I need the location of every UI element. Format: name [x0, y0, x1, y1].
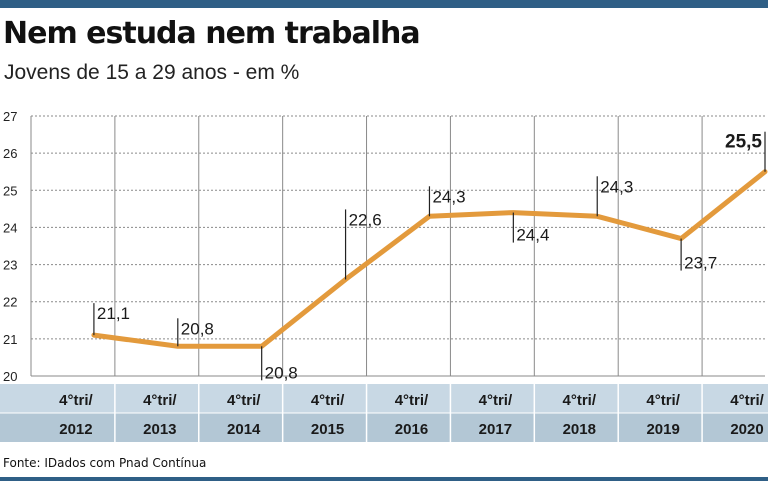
x-tick-label: 2019: [646, 421, 679, 438]
data-label: 25,5: [725, 132, 762, 153]
x-tick-label: 4°tri/: [646, 392, 680, 409]
x-tick-label: 2020: [730, 421, 763, 438]
data-label: 20,8: [181, 319, 214, 338]
x-tick-label: 2018: [563, 421, 596, 438]
chart-title: Nem estuda nem trabalha: [3, 16, 421, 51]
x-tick-label: 2012: [59, 421, 92, 438]
y-tick-label: 20: [3, 369, 17, 384]
data-label: 22,6: [349, 210, 382, 229]
y-tick-label: 26: [3, 146, 17, 161]
x-tick-label: 4°tri/: [59, 392, 93, 409]
x-tick-label: 4°tri/: [227, 392, 261, 409]
y-tick-label: 23: [3, 258, 17, 273]
data-label: 23,7: [684, 254, 717, 273]
y-tick-label: 22: [3, 295, 17, 310]
y-tick-label: 24: [3, 220, 17, 235]
bottom-accent-bar: [0, 477, 768, 481]
x-tick-label: 2015: [311, 421, 344, 438]
x-tick-label: 4°tri/: [479, 392, 513, 409]
x-tick-label: 4°tri/: [730, 392, 764, 409]
x-tick-label: 4°tri/: [311, 392, 345, 409]
x-tick-label: 2017: [479, 421, 512, 438]
chart-subtitle: Jovens de 15 a 29 anos - em %: [4, 61, 300, 84]
y-tick-label: 27: [3, 109, 17, 124]
x-tick-label: 2016: [395, 421, 428, 438]
x-tick-label: 2014: [227, 421, 261, 438]
x-tick-label: 2013: [143, 421, 176, 438]
data-label: 21,1: [97, 304, 130, 323]
x-tick-label: 4°tri/: [143, 392, 177, 409]
y-tick-label: 25: [3, 183, 17, 198]
data-label: 24,3: [600, 177, 633, 196]
top-accent-bar: [0, 0, 768, 8]
y-tick-label: 21: [3, 332, 17, 347]
data-label: 24,3: [432, 187, 465, 206]
source-note: Fonte: IDados com Pnad Contínua: [3, 456, 207, 470]
data-label: 20,8: [265, 363, 298, 382]
data-label: 24,4: [516, 226, 549, 245]
x-tick-label: 4°tri/: [562, 392, 596, 409]
x-tick-label: 4°tri/: [395, 392, 429, 409]
category-band-lower: [0, 413, 768, 442]
